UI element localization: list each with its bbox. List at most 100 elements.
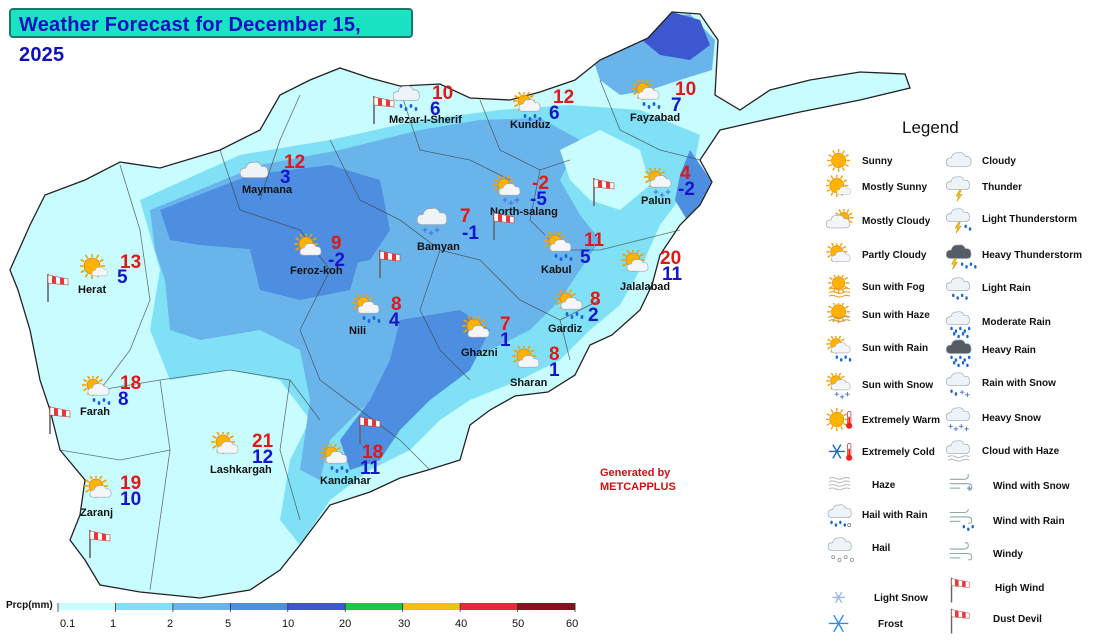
legend-item-label: Rain with Snow [982, 378, 1056, 389]
legend-item-label: Cloud with Haze [982, 446, 1060, 457]
generated-by-note: Generated by METCAPPLUS [600, 466, 676, 494]
max-temperature: 8 [391, 294, 402, 315]
max-temperature: 12 [553, 87, 575, 108]
min-temperature: -1 [462, 223, 479, 244]
legend-item-label: Wind with Rain [993, 516, 1065, 527]
min-temperature: 8 [118, 389, 129, 410]
max-temperature: 18 [362, 442, 384, 463]
min-temperature: -5 [530, 189, 547, 210]
min-temperature: 3 [280, 167, 291, 188]
partly-cloudy-icon [462, 316, 490, 338]
city-name: North-salang [490, 206, 558, 218]
high-wind-icon [379, 250, 401, 278]
min-temperature: 6 [549, 103, 560, 124]
legend-item-label: Heavy Snow [982, 413, 1041, 424]
max-temperature: 10 [675, 79, 697, 100]
legend-item-label: Wind with Snow [993, 481, 1070, 492]
min-temperature: 1 [500, 330, 511, 351]
heavy-thunderstorm-icon [946, 244, 977, 270]
max-temperature: 12 [284, 152, 306, 173]
min-temperature: 2 [588, 305, 599, 326]
extremely-warm-icon [826, 408, 853, 431]
max-temperature: 18 [120, 373, 142, 394]
legend-item-label: Mostly Sunny [862, 182, 928, 193]
legend-item-label: Partly Cloudy [862, 250, 927, 261]
min-temperature: 5 [117, 267, 128, 288]
max-temperature: 4 [680, 163, 691, 184]
sun-with-rain-icon [82, 376, 111, 405]
light-rain-icon [393, 85, 420, 111]
sun-with-rain-icon [352, 294, 381, 323]
sun-with-snow-icon [826, 373, 851, 400]
max-temperature: 10 [432, 83, 454, 104]
max-temperature: 9 [331, 233, 342, 254]
colorbar-tick-label: 60 [566, 618, 579, 630]
city-name: Zaranj [80, 507, 114, 519]
sun-with-rain-icon [555, 290, 584, 319]
high-wind-icon [49, 406, 71, 434]
city-name: Maymana [242, 184, 293, 196]
legend-item-label: Light Rain [982, 283, 1031, 294]
min-temperature: 11 [662, 264, 683, 285]
city-name: Lashkargah [210, 464, 272, 476]
max-temperature: -2 [532, 173, 549, 194]
page-title: Weather Forecast for December 15, 2025 [9, 8, 413, 66]
max-temperature: 8 [549, 344, 560, 365]
sun-with-rain-icon [544, 232, 573, 261]
generator-name: METCAPPLUS [600, 481, 676, 493]
partly-cloudy-icon [621, 250, 649, 272]
city-name: Jalalabad [620, 281, 671, 293]
haze-icon [828, 476, 851, 491]
moderate-rain-icon [946, 311, 971, 339]
sun-with-haze-icon [827, 303, 851, 324]
min-temperature: -2 [328, 250, 345, 271]
legend-item-label: Dust Devil [993, 614, 1042, 625]
colorbar-tick-label: 5 [225, 618, 232, 630]
thunder-icon [946, 176, 970, 202]
partly-cloudy-icon [826, 243, 851, 263]
colorbar-tick-label: 10 [282, 618, 295, 630]
high-wind-icon [950, 577, 970, 603]
wind-with-snow-icon [949, 474, 973, 491]
min-temperature: 6 [430, 99, 441, 120]
min-temperature: 11 [360, 458, 381, 479]
min-temperature: 12 [252, 447, 274, 468]
max-temperature: 11 [584, 230, 605, 251]
partly-cloudy-icon [211, 432, 239, 454]
light-rain-icon [946, 277, 970, 300]
colorbar-swatch [58, 603, 116, 610]
sun-with-snow-icon [493, 176, 521, 206]
legend-item-label: Heavy Rain [982, 345, 1036, 356]
high-wind-icon [493, 212, 515, 240]
colorbar-swatch [402, 603, 461, 610]
max-temperature: 19 [120, 473, 142, 494]
legend-item-label: Sun with Fog [862, 282, 925, 293]
colorbar-tick-label: 30 [398, 618, 411, 630]
legend-item-label: Windy [993, 549, 1023, 560]
heavy-rain-icon [946, 339, 972, 368]
legend-item-label: Cloudy [982, 156, 1016, 167]
frost-icon [828, 614, 849, 633]
colorbar-tick-label: 50 [512, 618, 525, 630]
heavy-snow-icon [946, 407, 970, 432]
max-temperature: 13 [120, 252, 142, 273]
city-name: Palun [641, 195, 671, 207]
min-temperature: -2 [678, 179, 695, 200]
city-name: Nili [349, 325, 367, 337]
colorbar-swatch [287, 603, 346, 610]
colorbar-tick-label: 2 [167, 618, 174, 630]
high-wind-icon [359, 416, 381, 444]
legend-item-label: Heavy Thunderstorm [982, 250, 1083, 261]
legend-item-label: Extremely Cold [862, 447, 935, 458]
legend-item-label: Sun with Rain [862, 343, 929, 354]
colorbar-swatch [345, 603, 404, 610]
city-name: Gardiz [548, 323, 583, 335]
colorbar-swatch [172, 603, 231, 610]
legend-item-label: Sun with Haze [862, 310, 930, 321]
city-name: Kandahar [320, 475, 371, 487]
colorbar-swatch [460, 603, 519, 610]
sun-with-snow-icon [644, 168, 672, 198]
legend-item-label: Sunny [862, 156, 893, 167]
sun-with-rain-icon [826, 336, 852, 362]
